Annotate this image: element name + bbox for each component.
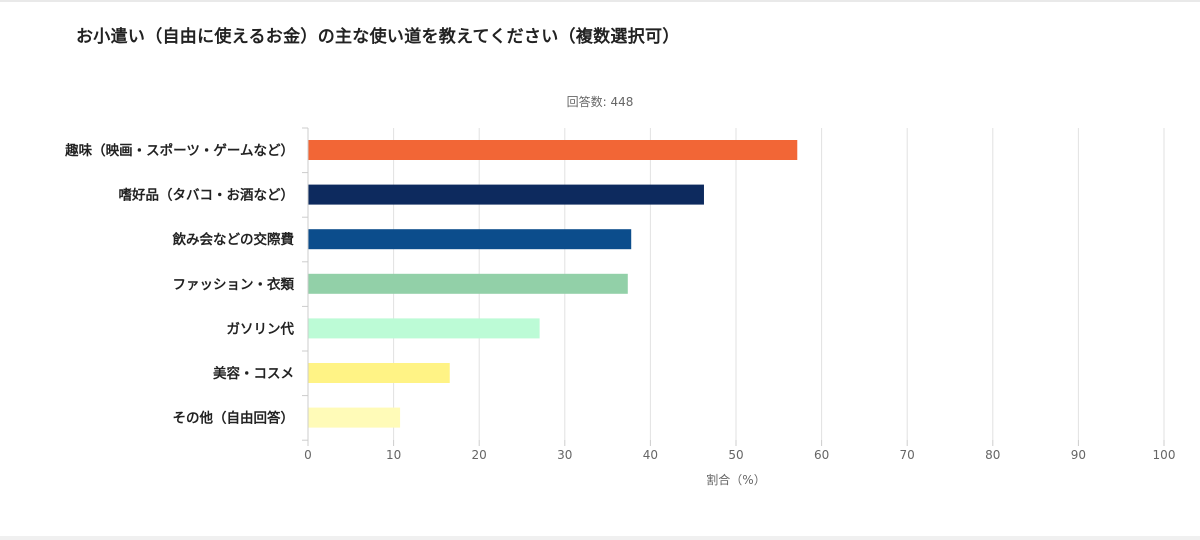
x-tick-label: 0 [304,448,312,462]
top-divider [0,0,1200,2]
bar [308,184,704,205]
x-tick-label: 50 [728,448,743,462]
x-tick-label: 10 [386,448,401,462]
x-tick-label: 40 [643,448,658,462]
x-tick-label: 70 [900,448,915,462]
x-tick-label: 90 [1071,448,1086,462]
x-tick-label: 100 [1153,448,1176,462]
chart-title: お小遣い（自由に使えるお金）の主な使い道を教えてください（複数選択可） [76,27,680,47]
category-label: 美容・コスメ [213,365,294,382]
bar [308,273,628,294]
bottom-divider [0,536,1200,540]
x-axis-title: 割合（%） [706,472,765,487]
bar [308,140,798,160]
category-label: 趣味（映画・スポーツ・ゲームなど） [64,142,294,159]
bar [308,229,632,250]
category-label: ファッション・衣類 [173,276,295,293]
bar [308,363,450,383]
x-tick-label: 60 [814,448,829,462]
x-tick-label: 80 [985,448,1000,462]
category-label: 飲み会などの交際費 [172,231,295,248]
x-tick-label: 20 [472,448,487,462]
respondents-count: 回答数: 448 [567,94,634,109]
category-label: 嗜好品（タバコ・お酒など） [119,187,295,204]
bar [308,318,540,339]
bar [308,407,401,428]
category-label: その他（自由回答） [173,410,295,427]
x-tick-label: 30 [557,448,572,462]
category-label: ガソリン代 [227,320,295,337]
